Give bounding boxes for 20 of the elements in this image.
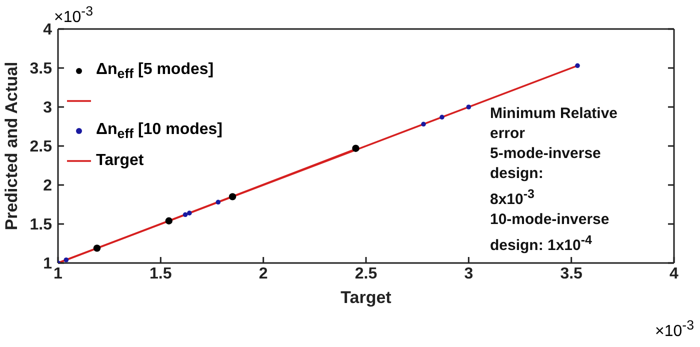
- y-tick-label: 4: [43, 22, 52, 39]
- text: ×10$^{-3}$: [54, 4, 93, 26]
- x-tick-label: 4: [670, 265, 679, 282]
- y-tick-label: 1.5: [30, 216, 52, 234]
- legend-label: Target: [96, 152, 144, 170]
- x-tick-label: 3.5: [560, 265, 583, 282]
- legend-label: Δn$_{eff}$ [5 modes]: [96, 60, 214, 82]
- y-axis-title: Predicted and Actual: [2, 62, 22, 230]
- y-tick-label: 3.5: [30, 60, 52, 78]
- y-tick-label: 3: [43, 100, 52, 117]
- text: Minimum Relative error 5-mode-inverse design: 8x10$^{-3}$ 10-mode-inverse design: 1x10$^{-4}$: [490, 105, 618, 254]
- x-tick-label: 2.5: [354, 265, 378, 282]
- x-axis-title: Target: [340, 288, 392, 307]
- x-tick-label: 1.5: [150, 265, 172, 282]
- x-tick-label: 3: [464, 265, 474, 282]
- y-tick-label: 2.5: [30, 138, 52, 156]
- legend-label: Δn$_{eff}$ [10 modes]: [96, 120, 222, 142]
- text: ×10$^{-3}$: [655, 318, 694, 340]
- x-tick-label: 2: [258, 265, 268, 282]
- y-tick-label: 2: [43, 178, 52, 195]
